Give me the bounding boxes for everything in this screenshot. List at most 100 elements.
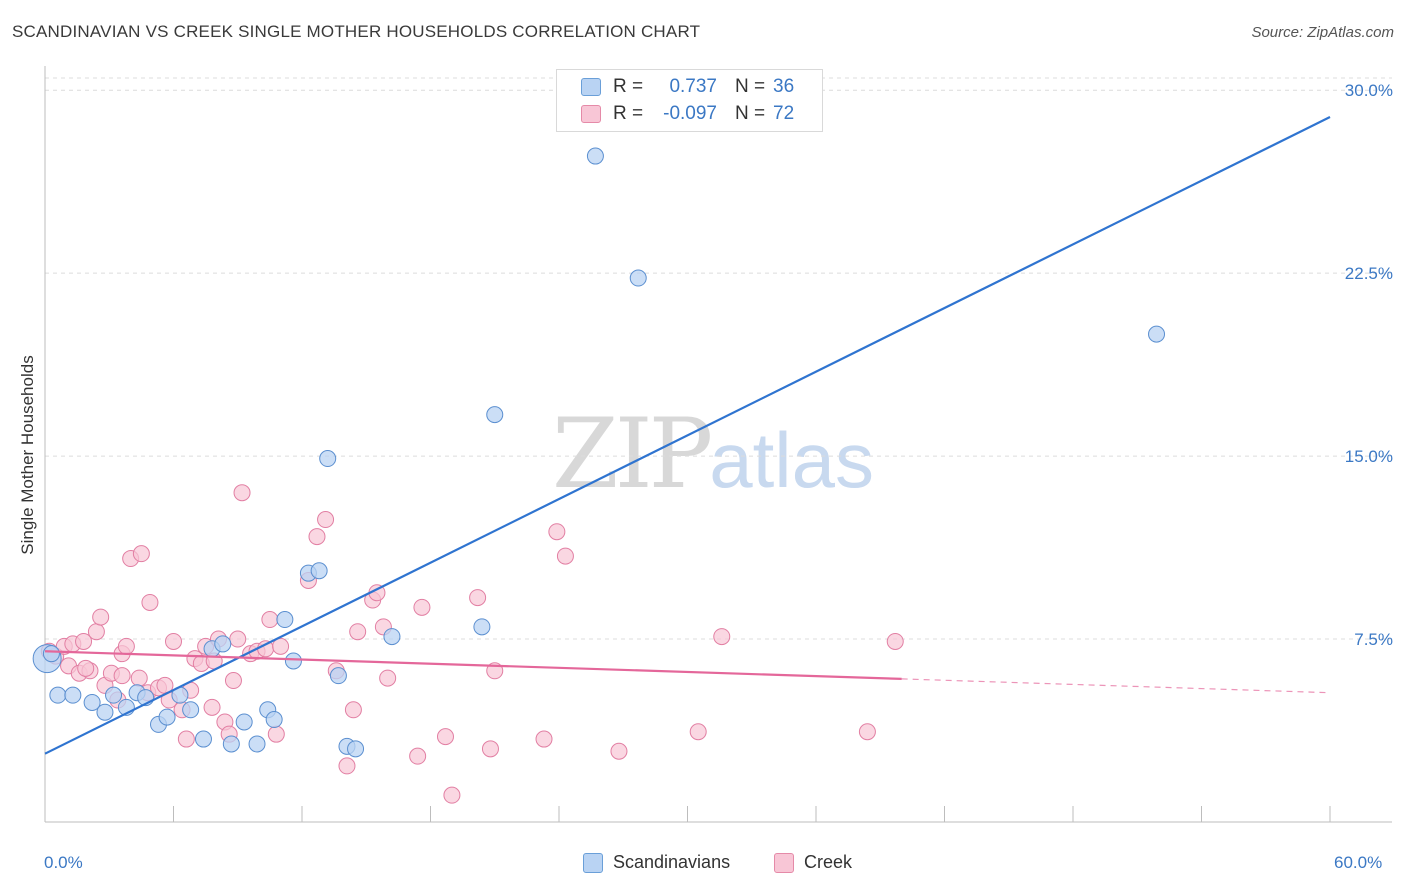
- creek-point-57: [436, 728, 454, 746]
- scandinavian-point-1: [49, 686, 67, 704]
- scandinavian-point-34: [1148, 325, 1166, 343]
- creek-point-30: [203, 698, 221, 716]
- scandinavian-point-33: [629, 269, 647, 287]
- series-legend-scandinavians: Scandinavians: [583, 852, 730, 873]
- creek-point-65: [610, 742, 628, 760]
- series-name-scandinavians: Scandinavians: [613, 852, 731, 872]
- scandinavian-point-4: [96, 703, 114, 721]
- y-tick-label-0: 7.5%: [1354, 630, 1393, 649]
- scandinavian-point-30: [473, 618, 491, 636]
- creek-point-23: [165, 632, 182, 650]
- x-tick-label-max: 60.0%: [1334, 853, 1383, 872]
- scandinavian-point-13: [194, 730, 212, 748]
- creek-point-8: [87, 623, 105, 641]
- watermark: ZIPatlas: [552, 398, 874, 510]
- creek-point-56: [413, 598, 431, 616]
- creek-point-6: [75, 632, 93, 650]
- scandinavian-point-35: [42, 645, 60, 663]
- legend-row-scandinavians: R = 0.737 N = 36: [581, 75, 794, 99]
- y-tick-label-3: 30.0%: [1345, 81, 1393, 100]
- scandinavian-point-31: [486, 406, 504, 424]
- x-tick-label-min: 0.0%: [44, 853, 83, 872]
- creek-point-41: [261, 611, 279, 629]
- y-tick-label-1: 15.0%: [1345, 447, 1393, 466]
- creek-point-46: [317, 511, 335, 529]
- creek-point-35: [224, 672, 242, 690]
- scandinavian-point-3: [83, 693, 101, 711]
- creek-trend-line-extrapolated: [901, 678, 1331, 694]
- grid-lines: [45, 77, 1392, 640]
- creek-trend-line: [44, 650, 902, 680]
- creek-point-17: [132, 545, 150, 563]
- scandinavian-point-29: [383, 628, 401, 646]
- creek-point-14: [117, 637, 135, 655]
- creek-point-71: [113, 667, 131, 685]
- creek-point-64: [556, 547, 574, 565]
- creek-point-19: [141, 593, 159, 611]
- creek-point-43: [272, 637, 290, 655]
- n-value-creek: 72: [773, 103, 795, 124]
- scandinavian-point-18: [248, 735, 266, 753]
- creek-point-9: [92, 608, 110, 626]
- creek-points: [40, 484, 904, 804]
- axes: [44, 66, 1392, 823]
- scandinavian-point-32: [586, 147, 604, 165]
- watermark-atlas: atlas: [709, 416, 874, 504]
- r-label: R =: [613, 76, 644, 97]
- creek-point-36: [229, 630, 247, 648]
- r-label: R =: [613, 103, 644, 124]
- n-label: N =: [735, 103, 766, 124]
- legend-row-creek: R = -0.097 N = 72: [581, 102, 794, 126]
- scandinavian-point-22: [284, 652, 302, 670]
- y-axis-label: Single Mother Households: [18, 355, 37, 555]
- scandinavian-point-26: [329, 667, 347, 685]
- creek-point-69: [886, 632, 904, 650]
- scandinavian-point-24: [310, 562, 328, 580]
- creek-point-58: [443, 786, 461, 804]
- source-credit: Source: ZipAtlas.com: [1251, 24, 1394, 41]
- scandinavian-point-5: [105, 686, 123, 704]
- n-label: N =: [735, 76, 766, 97]
- series-swatch-scandinavians: [583, 852, 603, 873]
- creek-point-59: [469, 589, 487, 607]
- scandinavian-point-20: [265, 711, 283, 729]
- creek-point-55: [409, 747, 427, 765]
- scandinavian-point-10: [158, 708, 176, 726]
- n-value-scandinavians: 36: [773, 76, 795, 97]
- creek-point-45: [308, 528, 326, 546]
- series-name-creek: Creek: [804, 852, 853, 872]
- creek-point-63: [548, 523, 566, 541]
- chart-title: SCANDINAVIAN VS CREEK SINGLE MOTHER HOUS…: [12, 22, 701, 41]
- creek-point-60: [481, 740, 499, 758]
- creek-point-50: [349, 623, 367, 641]
- r-value-creek: -0.097: [663, 103, 717, 124]
- series-swatch-creek: [774, 852, 794, 873]
- series-legend-creek: Creek: [774, 852, 852, 873]
- y-tick-label-2: 22.5%: [1345, 264, 1393, 283]
- scandinavian-point-15: [214, 635, 232, 653]
- creek-point-48: [338, 757, 356, 775]
- legend-swatch-creek: [581, 105, 601, 123]
- creek-point-16: [130, 669, 148, 687]
- scandinavian-point-16: [222, 735, 240, 753]
- creek-point-37: [233, 484, 251, 502]
- creek-point-54: [379, 669, 397, 687]
- creek-point-68: [858, 723, 876, 741]
- legend-swatch-scandinavians: [581, 78, 601, 96]
- scandinavian-point-25: [319, 450, 337, 468]
- scandinavian-points: [32, 147, 1166, 758]
- scandinavian-point-17: [235, 713, 253, 731]
- scandinavian-trend-line: [44, 116, 1331, 755]
- y-tick-labels: 7.5% 15.0% 22.5% 30.0%: [1345, 81, 1393, 649]
- scandinavian-point-28: [347, 740, 365, 758]
- creek-point-42: [267, 725, 285, 743]
- correlation-legend: R = 0.737 N = 36 R = -0.097 N = 72: [556, 69, 823, 132]
- trend-lines: [44, 116, 1331, 755]
- creek-point-67: [713, 628, 731, 646]
- scandinavian-point-2: [64, 686, 82, 704]
- scandinavian-point-21: [276, 611, 294, 629]
- creek-point-70: [77, 659, 95, 677]
- r-value-scandinavians: 0.737: [669, 76, 717, 97]
- creek-point-25: [177, 730, 195, 748]
